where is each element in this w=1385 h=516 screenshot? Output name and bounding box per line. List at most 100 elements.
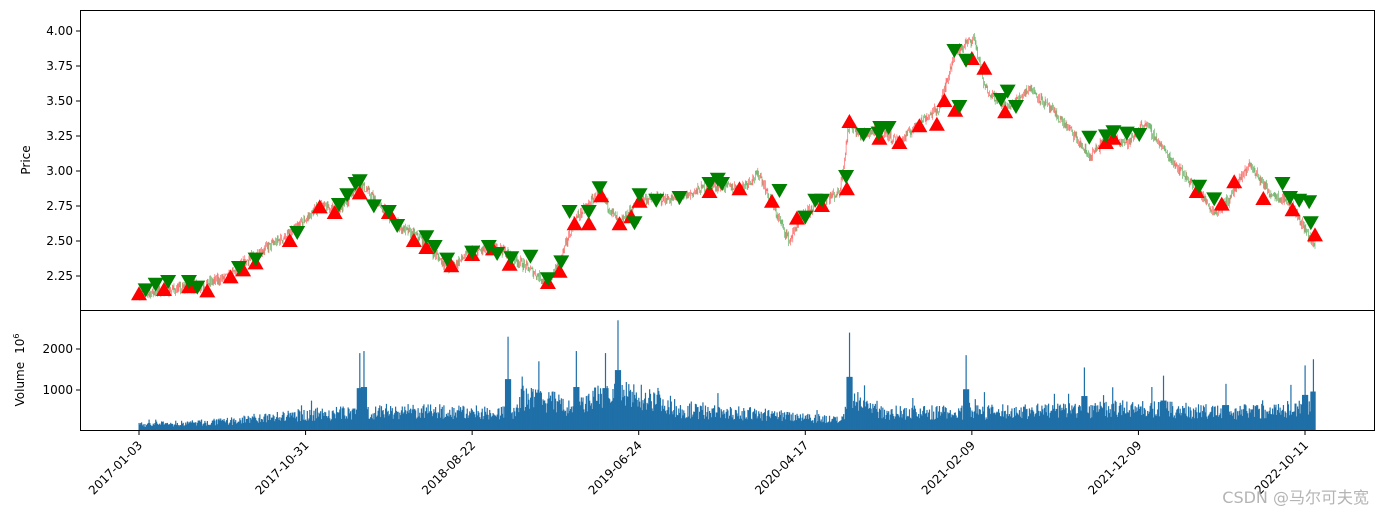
volume-bar [395,406,397,431]
volume-bar [1075,413,1077,431]
volume-bar [441,406,443,431]
volume-bar [660,411,662,431]
volume-bar [375,406,377,431]
volume-bar [573,387,575,431]
volume-bar [848,332,851,431]
volume-bar [1125,413,1127,431]
volume-bar [1016,412,1018,431]
volume-bar [1031,407,1033,431]
sell-marker [999,84,1016,99]
volume-bar [425,407,428,431]
sell-marker [439,252,456,267]
sell-marker [189,280,206,295]
volume-bar [621,384,623,431]
volume-bar [365,387,367,431]
volume-bar [828,421,830,431]
volume-bar [552,391,554,431]
volume-bar [547,398,549,431]
volume-bar [205,422,207,431]
volume-bar [430,404,432,431]
volume-bar [258,417,260,431]
volume-bar [641,410,643,431]
volume-bar [1121,415,1123,431]
volume-bar [544,400,546,431]
volume-bar [527,393,529,431]
volume-bar [429,411,431,431]
volume-bar [1217,405,1219,431]
volume-bar [168,424,170,431]
volume-bar [575,351,577,431]
volume-bar [612,388,614,431]
volume-bar [1071,405,1073,431]
volume-bar [302,419,304,431]
volume-bar [653,392,655,431]
volume-bar [1207,418,1209,431]
sell-marker [580,205,597,219]
volume-bar [1202,411,1204,431]
volume-bar [745,417,747,431]
volume-bar [177,425,179,431]
volume-bar [393,414,395,431]
volume-bar [213,418,215,431]
volume-bar [952,415,954,431]
volume-bar [706,412,708,431]
volume-bar [209,425,211,431]
volume-bar [243,415,245,431]
volume-bar [253,413,255,431]
buy-marker [311,199,328,214]
volume-bar [525,388,527,431]
volume-bar [207,424,209,431]
volume-bar [143,426,145,431]
volume-bar [1171,401,1173,431]
volume-bar [1004,410,1006,431]
volume-bar [485,414,488,431]
volume-bar [546,403,548,431]
volume-bar [406,411,408,431]
volume-bar [697,406,699,431]
volume-bar [774,415,777,431]
volume-bar [1123,407,1125,431]
volume-bar [1083,367,1085,431]
volume-bar [738,406,740,431]
volume-bar [714,405,716,431]
volume-bar [1052,405,1054,431]
volume-bar [325,412,327,431]
volume-bar [773,413,775,431]
volume-bar [301,414,303,431]
volume-bar [172,426,174,431]
volume-bar [720,409,722,431]
buy-marker [131,286,147,301]
volume-bar [585,396,587,431]
volume-bar [1023,406,1026,431]
volume-bar [1242,415,1244,431]
buy-marker [1284,202,1301,217]
volume-bar [862,408,864,431]
volume-bar [703,414,705,431]
volume-bar [558,394,560,431]
volume-bar [723,413,726,431]
volume-bar [759,418,762,431]
volume-bar [777,419,779,431]
volume-bar [367,406,369,431]
volume-bar [452,419,454,431]
volume-bar [1011,408,1013,431]
volume-bar [559,404,562,431]
volume-bar [252,417,254,431]
volume-bar [239,418,241,431]
sell-marker [1118,126,1135,141]
volume-bar [960,407,962,431]
volume-bar [930,419,932,431]
volume-bar [953,415,955,431]
volume-bar [758,413,761,431]
volume-bar [330,419,333,431]
volume-bar [390,406,392,431]
volume-bar [357,388,359,431]
volume-bar [954,412,956,431]
sell-marker [813,193,830,208]
volume-bar [771,411,773,431]
volume-bar [782,412,784,431]
volume-bar [460,411,463,431]
volume-bar [469,413,472,431]
volume-bar [1168,416,1170,431]
volume-bar [1099,401,1101,431]
